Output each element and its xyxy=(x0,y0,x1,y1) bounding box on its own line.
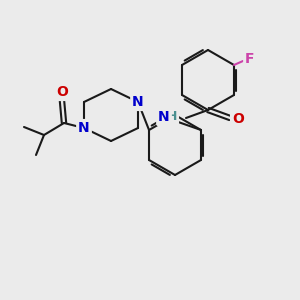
Text: N: N xyxy=(158,110,170,124)
Text: O: O xyxy=(56,85,68,99)
Text: N: N xyxy=(132,95,144,109)
Text: F: F xyxy=(245,52,255,66)
Text: O: O xyxy=(232,112,244,126)
Text: H: H xyxy=(167,110,177,124)
Text: N: N xyxy=(78,121,90,135)
